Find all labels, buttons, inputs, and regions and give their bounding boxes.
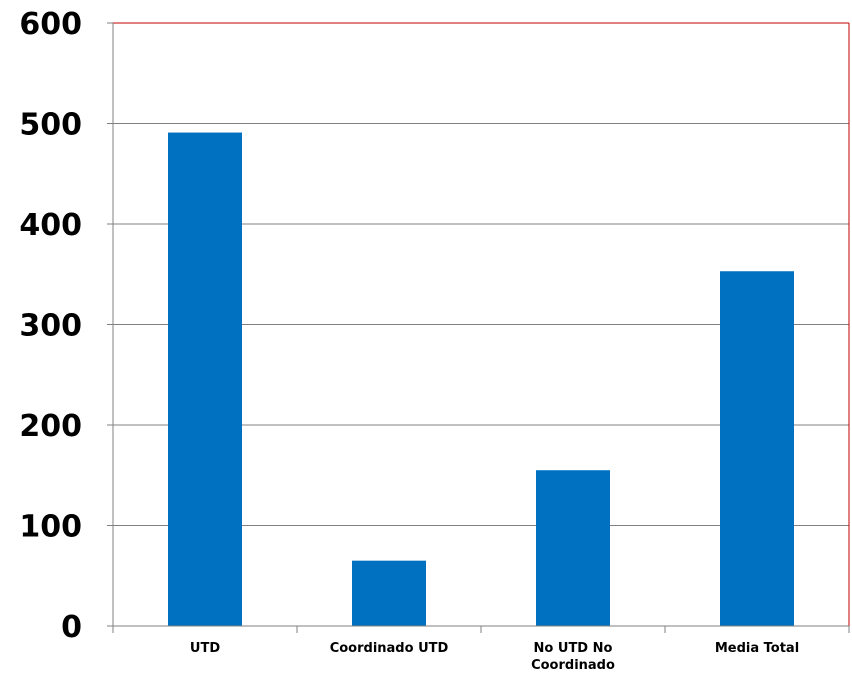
bar (352, 560, 426, 626)
bar (536, 470, 610, 626)
x-tick-label: Media Total (715, 641, 799, 656)
y-tick-label: 100 (19, 510, 82, 545)
y-tick-label: 300 (19, 309, 82, 344)
y-tick-label: 500 (19, 108, 82, 143)
y-axis-ticks: 0 100 200 300 400 500 600 (19, 7, 113, 645)
y-tick-label: 600 (19, 7, 82, 42)
y-tick-label: 0 (61, 610, 82, 645)
x-tick-label: Coordinado UTD (330, 641, 449, 656)
y-tick-label: 400 (19, 208, 82, 243)
x-axis-ticks: UTD Coordinado UTD No UTD No Coordinado Medi… (112, 626, 850, 673)
bar (720, 271, 794, 626)
bars (168, 132, 794, 627)
plot-area (113, 22, 850, 626)
y-tick-label: 200 (19, 409, 82, 444)
bar (168, 132, 242, 627)
x-tick-label: UTD (190, 641, 220, 656)
x-tick-label: No UTD No Coordinado (531, 641, 615, 673)
